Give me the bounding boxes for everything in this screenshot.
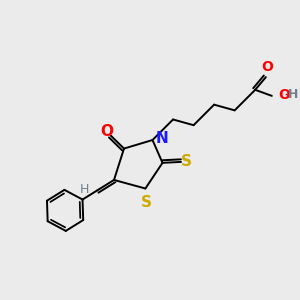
Text: O: O — [261, 60, 273, 74]
Text: H: H — [287, 88, 298, 101]
Text: O: O — [278, 88, 290, 102]
Text: -: - — [284, 90, 289, 100]
Text: H: H — [80, 183, 89, 196]
Text: S: S — [181, 154, 192, 169]
Text: O: O — [100, 124, 113, 139]
Text: N: N — [156, 131, 169, 146]
Text: S: S — [141, 195, 152, 210]
